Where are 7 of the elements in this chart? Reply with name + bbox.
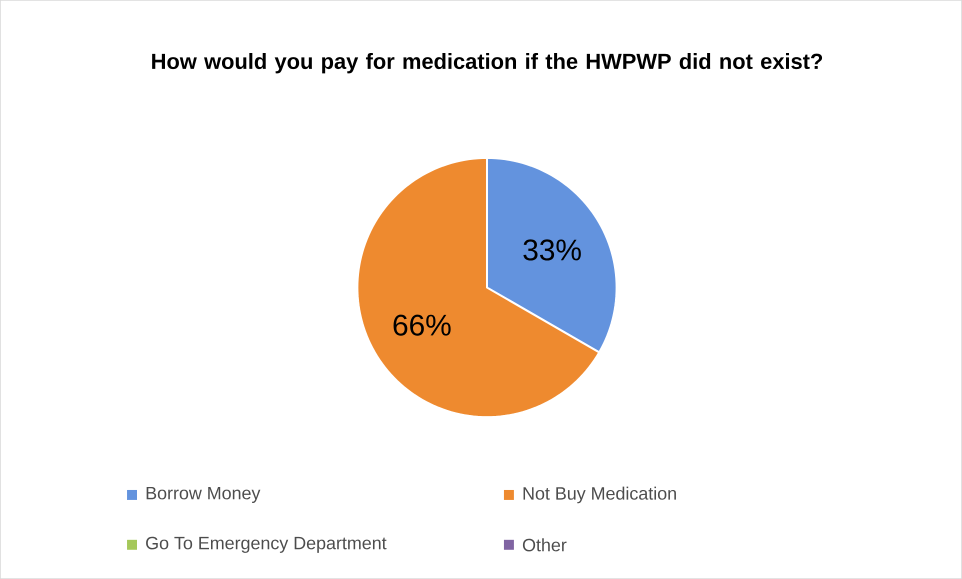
chart-title: How would you pay for medication if the HWPWP did not exist?: [152, 52, 822, 74]
legend-label: Other: [522, 538, 567, 552]
data-label: 66%: [394, 314, 451, 336]
legend-label: Go To Emergency Department: [146, 536, 387, 553]
data-label: 33%: [523, 239, 581, 260]
legend-label: Borrow Money: [146, 486, 260, 503]
legend-label: Not Buy Medication: [524, 486, 676, 504]
